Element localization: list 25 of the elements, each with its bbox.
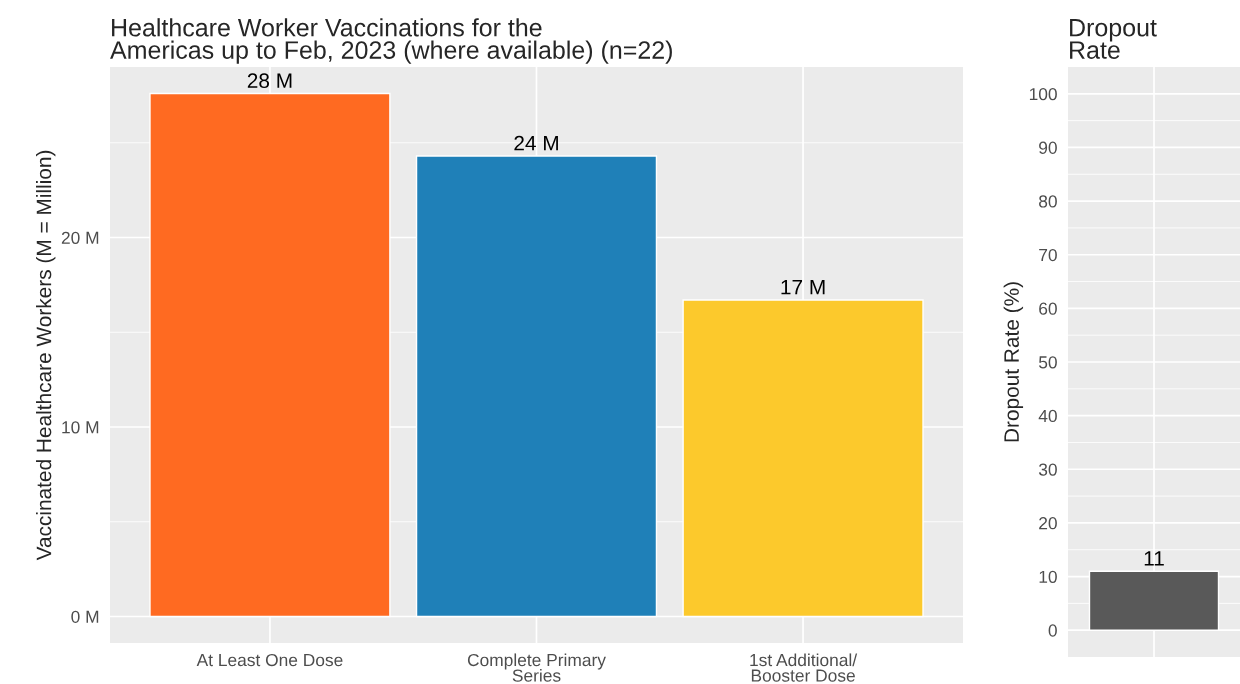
- data-label: 11: [1144, 551, 1164, 566]
- y-tick-label: 10: [1039, 570, 1057, 584]
- y-tick-label: 40: [1038, 409, 1057, 423]
- chart-title: Dropout Rate: [1070, 19, 1157, 59]
- y-tick-label: 20: [1039, 517, 1057, 530]
- y-tick-label: 100: [1029, 87, 1057, 101]
- x-tick-label: At Least One Dose: [196, 653, 343, 667]
- data-label: 24 M: [514, 135, 558, 151]
- x-tick-label: Complete Primary Series: [467, 653, 606, 682]
- y-tick-label: 10 M: [62, 421, 99, 434]
- y-tick-label: 20 M: [61, 231, 99, 244]
- y-tick-label: 30: [1038, 463, 1057, 476]
- x-tick-label: 1st Additional/ Booster Dose: [750, 653, 858, 682]
- y-tick-label: 70: [1039, 248, 1057, 262]
- data-label: 17 M: [781, 280, 825, 295]
- data-label: 28 M: [247, 73, 292, 89]
- y-tick-label: 0: [1048, 624, 1057, 637]
- y-axis-title: Vaccinated Healthcare Workers (M = Million): [36, 150, 56, 561]
- chart-title: Healthcare Worker Vaccinations for the Americas up to Feb, 2023 (where available) (n=22): [110, 18, 672, 64]
- y-tick-label: 90: [1039, 141, 1057, 154]
- y-tick-label: 60: [1039, 302, 1057, 315]
- y-tick-label: 0 M: [71, 610, 99, 623]
- y-axis-title: Dropout Rate (%): [1003, 282, 1024, 442]
- y-tick-label: 50: [1038, 356, 1057, 369]
- y-tick-label: 80: [1039, 195, 1057, 208]
